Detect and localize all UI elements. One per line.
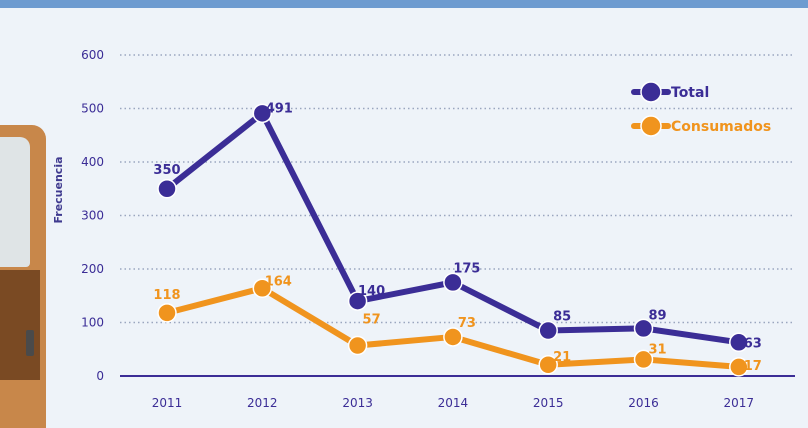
data-label: 350 (153, 163, 180, 178)
x-tick-label: 2011 (152, 396, 183, 410)
legend-label: Total (671, 85, 709, 101)
x-tick-label: 2015 (533, 396, 564, 410)
data-point (538, 320, 558, 341)
data-label: 17 (744, 359, 762, 374)
data-point (729, 332, 749, 353)
data-label: 89 (648, 308, 666, 323)
data-point (633, 318, 654, 339)
legend-marker (640, 81, 662, 103)
legend: Total Consumados (631, 81, 771, 137)
y-tick-labels: 600 500 400 300 200 100 0 (81, 48, 104, 383)
grid-lines (120, 54, 795, 377)
data-label: 140 (358, 284, 385, 299)
data-point (633, 349, 654, 370)
data-label: 63 (744, 336, 762, 351)
atm-screen (0, 137, 30, 267)
data-label: 175 (453, 261, 480, 276)
data-point (347, 335, 368, 356)
series-group: 118 164 57 73 21 31 17 350 491 140 175 85 89 63 (153, 101, 762, 377)
legend-label: Consumados (671, 119, 771, 135)
data-label: 118 (153, 288, 180, 303)
y-tick-label: 200 (81, 262, 104, 276)
chart-panel (0, 8, 808, 428)
data-point (347, 291, 368, 311)
atm-panel (0, 270, 40, 380)
data-point (157, 179, 177, 199)
data-point (729, 357, 749, 377)
top-bar (0, 0, 808, 8)
y-tick-label: 300 (81, 209, 104, 223)
y-axis-title: Frecuencia (52, 156, 65, 223)
data-label: 57 (363, 313, 381, 328)
y-tick-label: 100 (81, 316, 104, 330)
data-label: 73 (458, 316, 476, 331)
data-label: 31 (648, 342, 666, 357)
data-point (443, 327, 463, 347)
data-label: 164 (265, 274, 292, 289)
x-tick-label: 2014 (438, 396, 469, 410)
data-label: 491 (266, 101, 293, 116)
data-point (443, 272, 463, 293)
x-tick-labels: 2011 2012 2013 2014 2015 2016 2017 (152, 396, 754, 410)
y-tick-label: 0 (96, 369, 104, 383)
y-tick-label: 600 (81, 48, 104, 62)
data-label: 21 (553, 350, 571, 365)
data-point (252, 103, 273, 124)
legend-marker (640, 115, 662, 137)
x-tick-label: 2012 (247, 396, 278, 410)
x-tick-label: 2017 (724, 396, 755, 410)
data-point (538, 355, 558, 375)
x-tick-label: 2016 (628, 396, 659, 410)
y-tick-label: 400 (81, 155, 104, 169)
data-point (252, 278, 273, 299)
data-label: 85 (553, 310, 571, 325)
atm-slot (26, 330, 34, 356)
atm-illustration (0, 125, 46, 428)
y-tick-label: 500 (81, 102, 104, 116)
data-point (157, 303, 177, 323)
x-tick-label: 2013 (342, 396, 373, 410)
